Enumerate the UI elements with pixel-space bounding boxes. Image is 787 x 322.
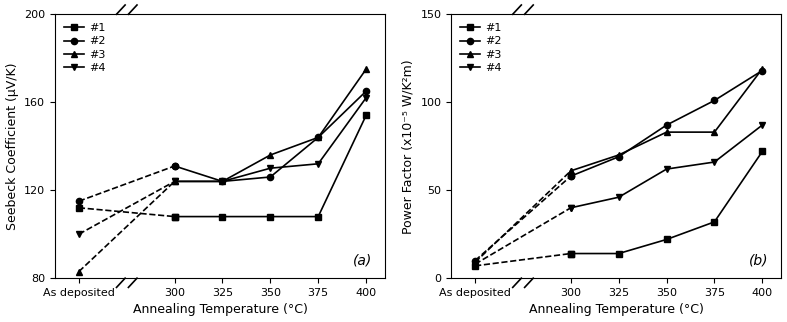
#3 <box>710 130 719 134</box>
X-axis label: Annealing Temperature (°C): Annealing Temperature (°C) <box>133 303 308 317</box>
Line: #1: #1 <box>567 148 766 257</box>
#3 <box>614 153 623 157</box>
#3 <box>266 153 275 157</box>
#3 <box>566 169 575 173</box>
Text: (b): (b) <box>748 254 768 268</box>
#2 <box>662 123 671 127</box>
#3 <box>170 179 179 183</box>
Y-axis label: Power Factor (x10⁻⁵ W/K²m): Power Factor (x10⁻⁵ W/K²m) <box>402 59 415 233</box>
Line: #2: #2 <box>172 88 369 185</box>
#3 <box>218 179 227 183</box>
#4 <box>170 179 179 183</box>
Legend: #1, #2, #3, #4: #1, #2, #3, #4 <box>456 20 505 76</box>
#1 <box>758 149 767 153</box>
#3 <box>361 67 371 71</box>
#1 <box>566 251 575 255</box>
#1 <box>710 220 719 224</box>
#4 <box>614 195 623 199</box>
#2 <box>266 175 275 179</box>
#4 <box>313 162 323 166</box>
Legend: #1, #2, #3, #4: #1, #2, #3, #4 <box>61 20 109 76</box>
#4 <box>361 96 371 100</box>
#2 <box>218 179 227 183</box>
#1 <box>218 215 227 219</box>
#4 <box>566 206 575 210</box>
#2 <box>614 155 623 159</box>
#2 <box>361 89 371 93</box>
#2 <box>710 99 719 102</box>
#1 <box>361 113 371 117</box>
#1 <box>266 215 275 219</box>
#4 <box>710 160 719 164</box>
Line: #4: #4 <box>567 122 766 211</box>
#3 <box>758 67 767 71</box>
#1 <box>662 238 671 242</box>
#2 <box>566 174 575 178</box>
Line: #4: #4 <box>172 95 369 185</box>
#2 <box>313 136 323 139</box>
#4 <box>758 123 767 127</box>
#4 <box>662 167 671 171</box>
#3 <box>313 136 323 139</box>
#4 <box>218 179 227 183</box>
#1 <box>313 215 323 219</box>
Y-axis label: Seebeck Coefficient (μV/K): Seebeck Coefficient (μV/K) <box>6 62 19 230</box>
Text: (a): (a) <box>353 254 371 268</box>
#3 <box>662 130 671 134</box>
X-axis label: Annealing Temperature (°C): Annealing Temperature (°C) <box>529 303 704 317</box>
#2 <box>758 69 767 72</box>
Line: #1: #1 <box>172 112 369 220</box>
Line: #2: #2 <box>567 67 766 179</box>
#2 <box>170 164 179 168</box>
#4 <box>266 166 275 170</box>
#1 <box>170 215 179 219</box>
Line: #3: #3 <box>567 66 766 174</box>
#1 <box>614 251 623 255</box>
Line: #3: #3 <box>172 66 369 185</box>
